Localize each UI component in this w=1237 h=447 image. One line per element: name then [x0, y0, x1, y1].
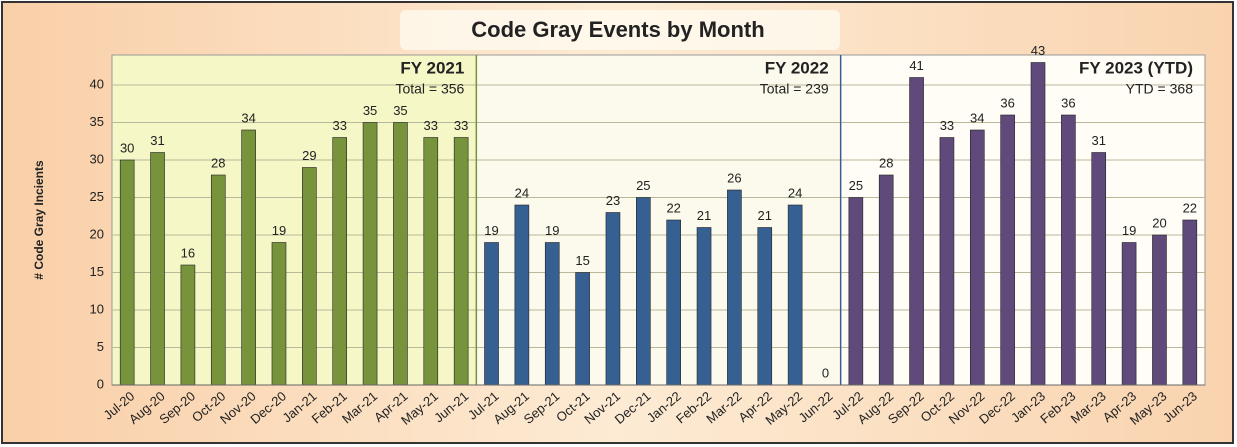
value-label: 36 [1000, 95, 1014, 110]
bar [878, 174, 894, 386]
bar [727, 189, 742, 386]
value-label: 30 [120, 140, 134, 155]
value-label: 19 [272, 223, 286, 238]
bar [939, 137, 955, 386]
value-label: 21 [758, 208, 772, 223]
value-label: 33 [332, 118, 346, 133]
bar [180, 264, 196, 386]
value-label: 34 [241, 110, 255, 125]
bar [909, 77, 924, 386]
y-tick-label: 40 [90, 76, 104, 91]
value-label: 25 [636, 178, 650, 193]
bar [787, 204, 803, 386]
bar [1182, 219, 1198, 386]
value-label: 25 [849, 178, 863, 193]
title-box [400, 10, 840, 50]
value-label: 20 [1152, 215, 1166, 230]
y-tick-label: 20 [90, 226, 104, 241]
value-label: 22 [666, 200, 680, 215]
bar [969, 129, 985, 386]
bar [666, 219, 681, 386]
bar [636, 197, 651, 386]
section-note: Total = 356 [395, 81, 464, 97]
bar [271, 242, 287, 386]
value-label: 43 [1031, 43, 1045, 58]
bar [1091, 152, 1107, 386]
value-label: 24 [515, 185, 529, 200]
value-label: 24 [788, 185, 802, 200]
bar [757, 227, 773, 386]
section-note: Total = 239 [760, 81, 829, 97]
bar [1121, 242, 1137, 386]
value-label: 16 [181, 245, 195, 260]
y-tick-label: 10 [90, 301, 104, 316]
value-label: 28 [211, 155, 225, 170]
bar [848, 197, 864, 386]
value-label: 19 [484, 223, 498, 238]
chart-title: Code Gray Events by Month [471, 17, 764, 42]
value-label: 33 [940, 118, 954, 133]
y-tick-label: 25 [90, 189, 104, 204]
value-label: 35 [393, 103, 407, 118]
section-background [476, 55, 841, 385]
value-label: 41 [909, 58, 923, 73]
section-label: FY 2021 [400, 58, 464, 77]
section-label: FY 2022 [765, 58, 829, 77]
bar [1061, 114, 1076, 386]
bar [575, 272, 590, 386]
bar [605, 212, 621, 386]
y-tick-label: 0 [97, 376, 104, 391]
value-label: 22 [1183, 200, 1197, 215]
value-label: 34 [970, 110, 984, 125]
y-tick-label: 30 [90, 151, 104, 166]
section-background [112, 55, 477, 385]
bar [544, 242, 560, 386]
value-label: 26 [727, 170, 741, 185]
bar [1030, 62, 1046, 386]
y-tick-label: 15 [90, 264, 104, 279]
value-label: 33 [454, 118, 468, 133]
bar [423, 137, 439, 386]
section-background [840, 55, 1205, 385]
section-label: FY 2023 (YTD) [1079, 58, 1193, 77]
value-label: 33 [424, 118, 438, 133]
value-label: 19 [1122, 223, 1136, 238]
value-label: 35 [363, 103, 377, 118]
value-label: 0 [822, 365, 829, 380]
section-note: YTD = 368 [1126, 81, 1194, 97]
bar [1152, 234, 1167, 386]
value-label: 31 [1092, 133, 1106, 148]
bar [393, 122, 408, 386]
value-label: 36 [1061, 95, 1075, 110]
y-axis-label: # Code Gray Incients [32, 160, 46, 280]
bar [696, 227, 712, 386]
value-label: 15 [575, 253, 589, 268]
bar [1000, 114, 1015, 386]
bar [484, 242, 499, 386]
bar [150, 152, 165, 386]
value-label: 23 [606, 193, 620, 208]
value-label: 29 [302, 148, 316, 163]
value-label: 28 [879, 155, 893, 170]
value-label: 19 [545, 223, 559, 238]
bar [332, 137, 348, 386]
value-label: 31 [150, 133, 164, 148]
bar [362, 122, 378, 386]
bar [302, 167, 317, 386]
bar [453, 137, 469, 386]
bar [514, 204, 530, 386]
bar [241, 129, 256, 386]
bar [119, 159, 135, 386]
y-tick-label: 5 [97, 339, 104, 354]
bar [210, 174, 226, 386]
y-tick-label: 35 [90, 114, 104, 129]
value-label: 21 [697, 208, 711, 223]
